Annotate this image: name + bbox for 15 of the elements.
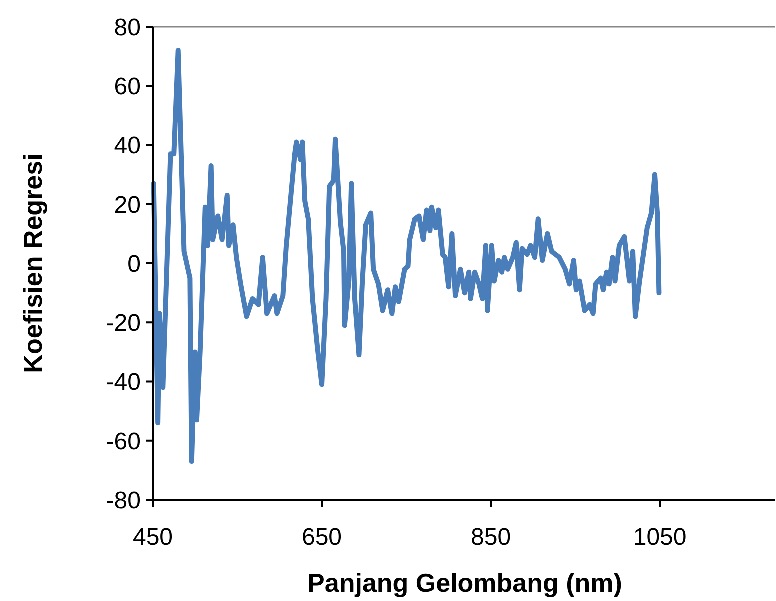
x-tick-label: 650: [302, 524, 342, 551]
y-tick-label: 80: [114, 14, 141, 42]
y-tick-label: -80: [106, 487, 141, 514]
y-tick-label: -20: [106, 310, 141, 338]
y-tick-label: -40: [106, 369, 141, 396]
y-axis-title: Koefisien Regresi: [18, 154, 48, 374]
y-tick-label: 60: [114, 74, 141, 101]
y-tick-label: -60: [106, 428, 141, 456]
x-axis-title: Panjang Gelombang (nm): [308, 568, 622, 598]
y-tick-label: 40: [114, 132, 141, 160]
y-tick-label: 0: [128, 250, 141, 278]
x-tick-label: 1050: [633, 524, 687, 551]
y-tick-label: 20: [114, 192, 141, 219]
x-tick-label: 850: [471, 524, 512, 551]
x-tick-label: 450: [132, 524, 174, 551]
